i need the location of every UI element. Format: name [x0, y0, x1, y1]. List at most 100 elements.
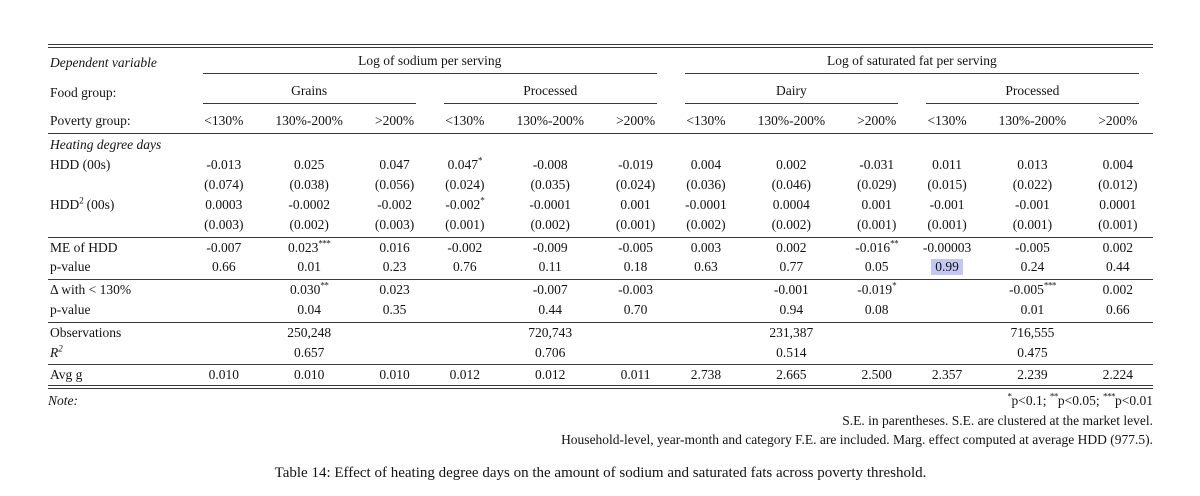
table-cell: 0.04: [258, 299, 360, 323]
row-label: R2: [48, 342, 189, 366]
table-row: R2 0.657 0.706 0.514 0.475: [48, 342, 1153, 366]
table-cell: 0.05: [841, 257, 912, 281]
table-cell: 0.0001: [1099, 196, 1137, 212]
row-label: [48, 214, 189, 238]
table-cell: (0.001): [911, 214, 983, 238]
table-cell: 0.047: [379, 157, 410, 173]
table-cell: 2.738: [670, 364, 742, 390]
note-se-clustering: S.E. in parentheses. S.E. are clustered …: [842, 412, 1153, 428]
table-cell: [912, 280, 982, 300]
table-row: Avg g 0.010 0.010 0.010 0.012 0.012 0.011 2.738…: [48, 364, 1153, 390]
table-cell: 2.665: [741, 364, 842, 390]
table-cell: [670, 299, 742, 323]
food-group-row: Food group: Grains Processed Dairy Proce…: [48, 78, 1153, 108]
table-cell: 0.002: [776, 157, 807, 173]
table-cell: -0.019*: [857, 280, 897, 298]
table-cell: -0.005***: [1008, 280, 1056, 298]
table-cell: 0.657: [188, 342, 430, 366]
row-label: Observations: [50, 324, 122, 340]
food-group-label: Food group:: [50, 84, 117, 100]
table-cell: -0.001: [773, 282, 809, 298]
row-label: Avg g: [48, 364, 189, 390]
table-row: HDD2 (00s) 0.0003 -0.0002 -0.002 -0.002* -0.0…: [48, 195, 1153, 215]
table-notes: Note: *p<0.1; **p<0.05; ***p<0.01 S.E. i…: [48, 391, 1153, 450]
table-cell: 0.70: [600, 299, 671, 323]
table-cell: 0.76: [429, 257, 500, 281]
table-cell: 0.023***: [287, 238, 331, 255]
table-cell: -0.001: [1014, 196, 1050, 212]
poverty-col-header: 130%-200%: [741, 107, 842, 135]
note-row: Note: *p<0.1; **p<0.05; ***p<0.01: [48, 391, 1153, 411]
table-cell: [429, 299, 500, 323]
table-cell: (0.012): [1098, 177, 1138, 193]
highlighted-value: 0.99: [931, 259, 963, 276]
table-cell: -0.005: [1014, 239, 1050, 255]
table-cell: (0.001): [982, 214, 1083, 238]
row-label: HDD (00s): [50, 157, 111, 173]
table-cell: 0.013: [1017, 157, 1048, 173]
row-label: HDD2 (00s): [50, 195, 115, 212]
table-cell: 0.23: [359, 257, 430, 281]
table-cell: (0.002): [258, 214, 360, 238]
table-cell: 0.77: [741, 257, 842, 281]
table-row: Heating degree days: [48, 134, 1153, 155]
table-cell: 231,387: [769, 324, 814, 340]
table-cell: (0.002): [500, 214, 601, 238]
poverty-col-header: 130%-200%: [982, 107, 1083, 135]
table-cell: (0.035): [530, 177, 570, 193]
table-cell: [911, 299, 983, 323]
dv-group-sodium: Log of sodium per serving: [189, 46, 671, 78]
dependent-variable-label: Dependent variable: [50, 55, 157, 70]
food-group-processed-satfat: Processed: [912, 78, 1153, 108]
table-cell: 0.004: [690, 157, 722, 173]
table-cell: (0.024): [445, 177, 485, 193]
dependent-variable-row: Dependent variable Log of sodium per ser…: [48, 46, 1153, 78]
table-cell: 0.514: [670, 342, 912, 366]
poverty-col-header: >200%: [359, 107, 430, 135]
table-cell: -0.007: [532, 282, 568, 298]
table-row: p-value 0.66 0.01 0.23 0.76 0.11 0.18 0.63 0.77 0…: [48, 257, 1153, 281]
dv-group-satfat: Log of saturated fat per serving: [671, 46, 1153, 78]
table-cell: 0.11: [500, 257, 601, 281]
poverty-group-row: Poverty group: <130% 130%-200% >200% <13…: [48, 107, 1153, 135]
table-cell: -0.019: [618, 157, 654, 173]
table-cell: 0.010: [258, 364, 360, 390]
table-cell: (0.001): [600, 214, 671, 238]
poverty-col-header: <130%: [911, 107, 983, 135]
food-group-dairy-label: Dairy: [684, 82, 898, 104]
table-cell: 0.0004: [772, 196, 810, 212]
table-cell: 0.004: [1102, 157, 1133, 173]
table-cell: 0.01: [258, 257, 360, 281]
table-cell: (0.002): [741, 214, 842, 238]
table-cell: 0.002: [776, 239, 807, 255]
row-label: [48, 175, 189, 195]
dv-group-sodium-label: Log of sodium per serving: [202, 52, 657, 74]
row-label: Heating degree days: [50, 137, 162, 153]
table-cell: 720,743: [528, 324, 573, 340]
table-cell: 0.706: [429, 342, 671, 366]
table-cell: (0.038): [289, 177, 329, 193]
table-cell: 0.94: [741, 299, 842, 323]
table-cell: -0.003: [618, 282, 654, 298]
table-cell: -0.002: [377, 196, 412, 212]
table-cell: (0.074): [204, 177, 244, 193]
table-cell: 0.35: [359, 299, 430, 323]
table-cell: 0.001: [620, 196, 651, 212]
table-cell: 0.047*: [447, 155, 483, 173]
table-cell: 716,555: [1010, 324, 1055, 340]
table-cell: 0.023: [379, 282, 410, 298]
table-row: (0.074) (0.038) (0.056) (0.024) (0.035) (0.02…: [48, 175, 1153, 195]
table-cell: 0.001: [861, 196, 892, 212]
table-cell: -0.016**: [855, 238, 899, 255]
table-cell: -0.031: [859, 157, 895, 173]
table-cell: 0.99: [911, 257, 983, 281]
table-cell: 0.012: [429, 364, 500, 390]
table-cell: 0.44: [1082, 257, 1153, 281]
table-cell: -0.009: [532, 239, 568, 255]
table-cell: 0.010: [359, 364, 430, 390]
poverty-col-header: >200%: [841, 107, 912, 135]
table-cell: (0.056): [374, 177, 415, 193]
table-cell: 0.18: [600, 257, 671, 281]
food-group-processed-sodium-label: Processed: [443, 82, 657, 104]
poverty-col-header: 130%-200%: [500, 107, 601, 135]
